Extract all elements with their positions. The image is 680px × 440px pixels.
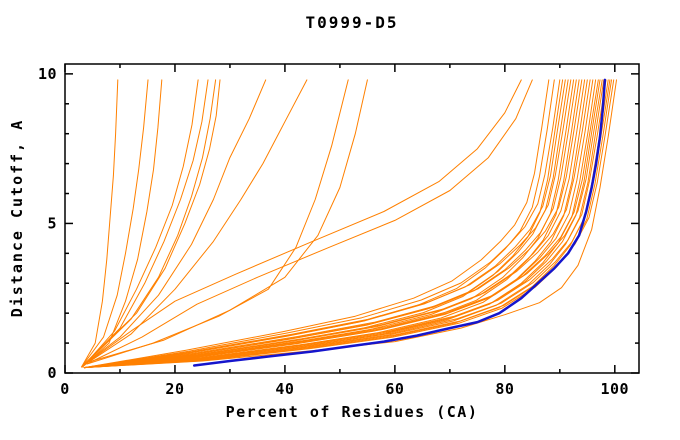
model-curve: [83, 79, 583, 369]
model-curve: [83, 79, 607, 369]
model-curve: [86, 79, 368, 363]
model-curve: [82, 79, 199, 368]
model-curve: [83, 79, 561, 369]
x-tick-label: 0: [60, 380, 70, 398]
x-tick-label: 80: [495, 380, 514, 398]
highlighted-model-curve: [192, 78, 607, 367]
model-curve: [89, 79, 522, 362]
model-curve: [83, 79, 577, 369]
y-axis-label: Distance Cutoff, A: [8, 118, 26, 318]
model-curve: [81, 79, 119, 368]
model-curve: [83, 79, 221, 365]
x-axis-label: Percent of Residues (CA): [225, 403, 479, 421]
model-curve: [83, 79, 217, 366]
model-curve: [84, 79, 267, 365]
plot-border: [64, 63, 640, 374]
model-curve: [83, 79, 586, 369]
model-curve: [83, 79, 603, 369]
model-curve: [83, 79, 601, 369]
model-curve: [89, 79, 533, 363]
model-curve: [83, 79, 555, 369]
model-curve: [83, 79, 605, 369]
chart-title: T0999-D5: [305, 13, 399, 32]
model-curve: [83, 79, 566, 369]
x-tick-label: 40: [275, 380, 294, 398]
x-tick-label: 60: [385, 380, 404, 398]
model-curve: [83, 79, 550, 369]
model-curve: [83, 79, 588, 369]
model-curve: [81, 79, 149, 368]
model-curve: [86, 79, 349, 365]
model-curve: [83, 79, 569, 369]
model-curve: [83, 79, 594, 369]
y-tick-label: 10: [38, 65, 57, 83]
model-curve: [83, 79, 591, 369]
x-tick-label: 100: [601, 380, 630, 398]
y-tick-label: 5: [47, 214, 57, 232]
model-curve: [83, 79, 572, 369]
model-curve: [83, 79, 209, 366]
x-tick-label: 20: [165, 380, 184, 398]
y-tick-label: 0: [47, 364, 57, 382]
